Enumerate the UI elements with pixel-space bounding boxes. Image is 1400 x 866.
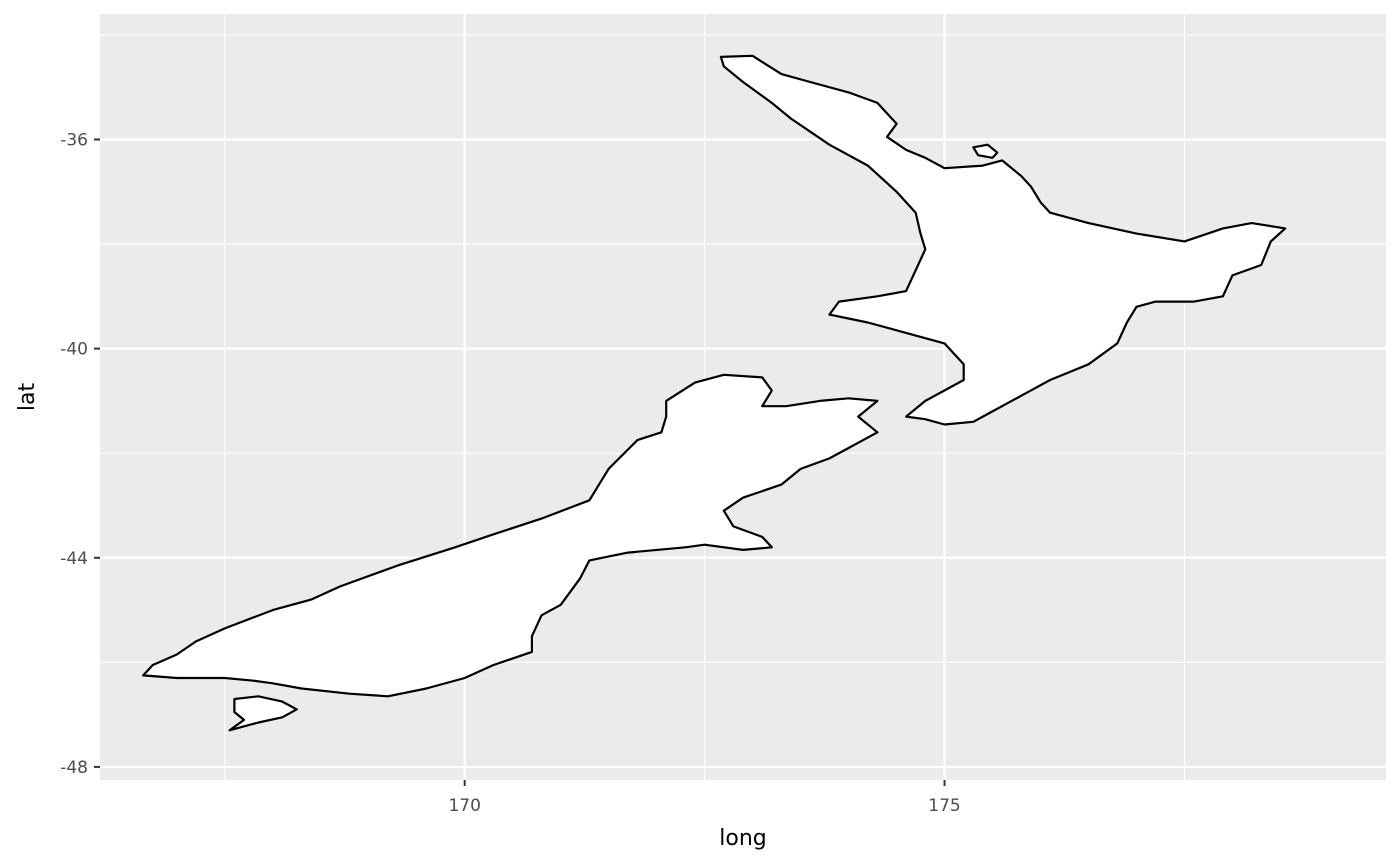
land-shapes — [142, 54, 1287, 732]
x-axis-title: long — [719, 826, 766, 851]
grid-lines — [100, 14, 1386, 780]
stewart-island-shape — [228, 695, 298, 732]
north-island-shape — [719, 54, 1287, 426]
south-island-shape — [142, 373, 879, 698]
y-tick-label: -40 — [60, 340, 88, 360]
x-tick-label: 175 — [928, 796, 960, 816]
axes: 170 175 -36 -40 -44 -48 — [60, 130, 961, 816]
great-barrier-island-shape — [972, 143, 999, 159]
y-axis-title: lat — [15, 383, 40, 412]
x-tick-label: 170 — [448, 796, 480, 816]
y-tick-label: -48 — [60, 758, 88, 778]
y-tick-label: -44 — [60, 549, 88, 569]
y-tick-label: -36 — [60, 130, 88, 150]
